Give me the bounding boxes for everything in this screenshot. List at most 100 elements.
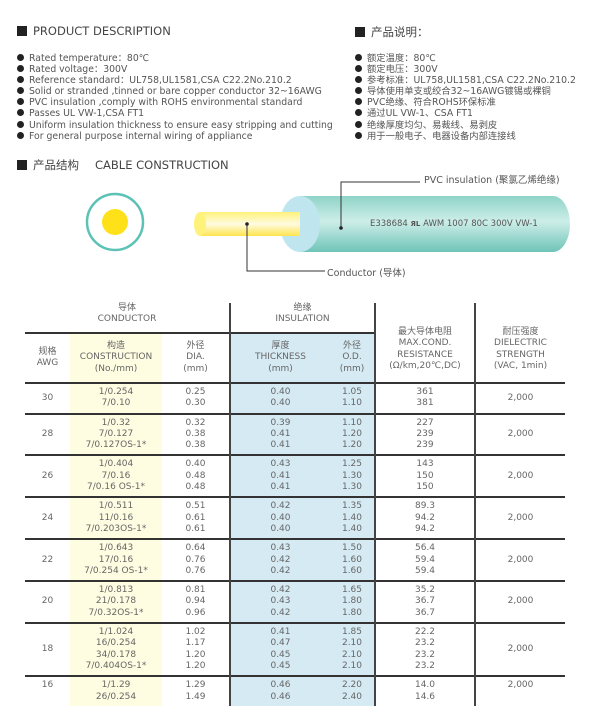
insulation-label: PVC insulation (聚氯乙烯绝缘): [424, 175, 560, 186]
cell-od: 1.05 1.10: [330, 382, 376, 414]
cell-resistance: 35.2 36.7 36.7: [374, 580, 475, 624]
cell-awg: 22: [25, 538, 70, 582]
cell-line: 0.38: [185, 440, 206, 451]
cell-od: 1.85 2.10 2.10 2.10: [330, 622, 376, 677]
cell-line: 0.40: [185, 459, 206, 470]
cell-line: MAX.COND.: [398, 338, 452, 349]
cell-line: 239: [416, 440, 434, 451]
cell-thickness: 0.41 0.47 0.45 0.45: [229, 622, 330, 677]
square-bullet-icon: [17, 160, 27, 170]
cell-line: 1.40: [341, 523, 363, 534]
cell-line: 35.2: [414, 585, 436, 596]
cell-line: 最大导体电阻: [397, 326, 452, 337]
cell-line: 规格: [38, 346, 57, 357]
description-item: 额定电压：300V: [355, 64, 576, 75]
cell-line: 1.50: [341, 543, 363, 554]
cell-line: THICKNESS: [255, 352, 306, 363]
header-dielectric: 耐压强度 DIELECTRIC STRENGTH (VAC, 1min): [474, 303, 565, 383]
cell-line: 1.80: [341, 607, 363, 618]
cell-awg: 30: [25, 382, 70, 414]
cell-dia: 1.02 1.17 1.20 1.20: [162, 622, 230, 677]
cell-line: CONSTRUCTION: [79, 352, 153, 363]
cell-line: 1/0.643: [98, 543, 134, 554]
table-row: 28 1/0.32 7/0.127 7/0.127OS-1* 0.32 0.38 0.38 0…: [25, 412, 565, 456]
cell-line: 0.48: [185, 482, 206, 493]
cell-line: 厚度: [271, 341, 290, 352]
heading-text: 产品说明：: [371, 25, 429, 39]
cell-line: 0.41: [270, 627, 291, 638]
cell-awg: 28: [25, 412, 70, 456]
cell-line: 143: [416, 459, 434, 470]
cell-line: 0.76: [185, 565, 206, 576]
header-construction: 构造 CONSTRUCTION (No./mm): [70, 333, 162, 383]
cell-line: 0.41: [270, 440, 291, 451]
cell-line: 0.41: [270, 482, 291, 493]
description-item: 绝缘厚度均匀、易裁线、易剥皮: [355, 120, 576, 131]
description-item: Rated temperature：80℃: [17, 53, 333, 64]
cell-line: 14.6: [414, 691, 436, 702]
cell-line: 94.2: [414, 512, 436, 523]
cell-line: 1/0.511: [98, 501, 134, 512]
cell-construction: 1/1.29 26/0.254: [70, 675, 162, 706]
cell-thickness: 0.46 0.46: [229, 675, 330, 706]
cell-line: (mm): [268, 363, 293, 374]
cell-dielectric: 2,000: [474, 382, 565, 414]
cell-line: 23.2: [414, 638, 436, 649]
cell-line: 2,000: [507, 392, 534, 403]
cell-line: 14.0: [414, 680, 436, 691]
cell-line: O.D.: [342, 352, 362, 363]
cell-line: 0.94: [185, 596, 206, 607]
table-row: 26 1/0.404 7/0.16 7/0.16 OS-1* 0.40 0.48 0.48 0…: [25, 454, 565, 498]
cell-line: 2.10: [341, 649, 363, 660]
cell-line: 1.80: [341, 596, 363, 607]
cell-resistance: 56.4 59.4 59.4: [374, 538, 475, 582]
cell-line: 1.49: [185, 691, 206, 702]
cell-od: 1.35 1.40 1.40: [330, 496, 376, 540]
cell-line: 0.81: [185, 585, 206, 596]
ul-logo-icon: ЯL: [410, 220, 421, 228]
table-row: 24 1/0.511 11/0.16 7/0.203OS-1* 0.51 0.61 0.61…: [25, 496, 565, 540]
cell-dielectric: 2,000: [474, 538, 565, 582]
cell-resistance: 22.2 23.2 23.2 23.2: [374, 622, 475, 677]
cell-line: 1.30: [341, 482, 363, 493]
cell-od: 1.65 1.80 1.80: [330, 580, 376, 624]
cell-line: 0.40: [270, 512, 291, 523]
cell-line: 0.61: [185, 512, 206, 523]
description-list-en: Rated temperature：80℃ Rated voltage：300V R…: [17, 53, 333, 142]
cell-line: 1.40: [341, 512, 363, 523]
marking-text: AWM 1007 80C 300V VW-1: [423, 219, 538, 229]
cell-od: 1.50 1.60 1.60: [330, 538, 376, 582]
cell-line: 1/0.813: [98, 585, 134, 596]
cell-line: 18: [41, 643, 54, 654]
cell-line: 1/1.024: [98, 627, 134, 638]
square-bullet-icon: [17, 26, 27, 36]
cell-line: 耐压强度: [502, 326, 539, 337]
cell-line: 2,000: [507, 643, 534, 654]
description-item: 导体使用单支或绞合32~16AWG镀锡或裸铜: [355, 86, 576, 97]
cell-resistance: 143 150 150: [374, 454, 475, 498]
cell-line: 1.10: [341, 417, 363, 428]
cell-line: 56.4: [414, 543, 436, 554]
cell-line: 2.10: [341, 660, 363, 671]
cell-line: 1.20: [185, 660, 206, 671]
cell-line: 1.20: [341, 440, 363, 451]
table-row: 22 1/0.643 17/0.16 7/0.254 OS-1* 0.64 0.76 0.7…: [25, 538, 565, 582]
cell-line: 0.42: [270, 585, 291, 596]
cell-line: 0.43: [270, 596, 291, 607]
cell-line: 89.3: [414, 501, 436, 512]
cell-line: 7/0.254 OS-1*: [84, 565, 148, 576]
cell-line: 构造: [106, 341, 125, 352]
cell-dielectric: 2,000: [474, 496, 565, 540]
cable-diagram: [85, 181, 570, 272]
cell-construction: 1/0.643 17/0.16 7/0.254 OS-1*: [70, 538, 162, 582]
cell-thickness: 0.39 0.41 0.41: [229, 412, 330, 456]
cell-line: 26/0.254: [95, 691, 137, 702]
group-cn: 绝缘: [293, 303, 312, 313]
cell-line: 0.32: [185, 417, 206, 428]
square-bullet-icon: [355, 27, 365, 37]
cell-thickness: 0.43 0.41 0.41: [229, 454, 330, 498]
cell-construction: 1/0.813 21/0.178 7/0.32OS-1*: [70, 580, 162, 624]
cell-line: 1.20: [341, 428, 363, 439]
cell-line: 7/0.32OS-1*: [88, 607, 144, 618]
cell-dielectric: 2,000: [474, 580, 565, 624]
